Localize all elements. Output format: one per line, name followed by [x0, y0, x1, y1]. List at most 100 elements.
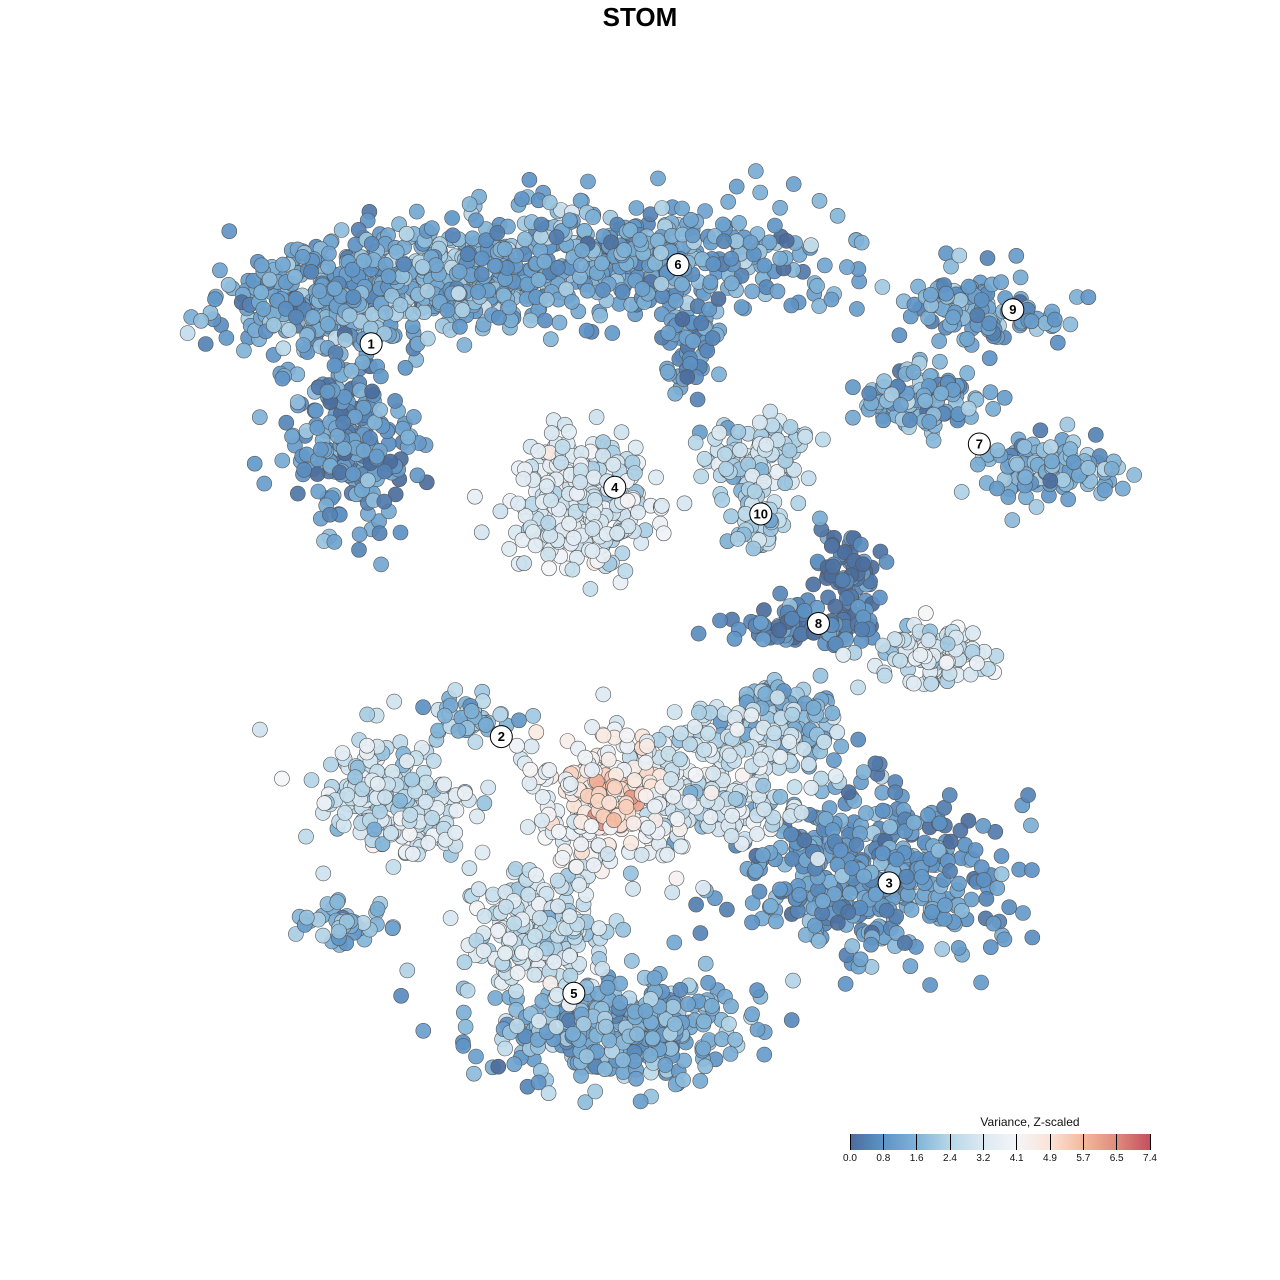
- point: [704, 330, 721, 347]
- point: [380, 268, 397, 285]
- point: [716, 233, 732, 249]
- point: [703, 784, 720, 801]
- point: [906, 296, 923, 313]
- point: [720, 194, 737, 210]
- point: [519, 819, 536, 835]
- point: [729, 721, 746, 738]
- point: [565, 530, 582, 546]
- point: [917, 393, 934, 409]
- point: [625, 880, 641, 897]
- point: [461, 196, 478, 212]
- point: [933, 385, 950, 402]
- point: [665, 999, 681, 1015]
- point: [599, 846, 616, 863]
- point: [345, 289, 362, 306]
- point: [975, 872, 992, 888]
- point: [425, 753, 442, 769]
- point: [298, 828, 314, 845]
- point: [521, 172, 538, 188]
- point: [848, 837, 865, 853]
- point: [561, 212, 578, 228]
- point: [487, 257, 503, 274]
- point: [727, 790, 744, 807]
- point: [540, 546, 557, 563]
- point: [501, 299, 518, 316]
- point: [551, 823, 567, 840]
- cluster-label-10: 10: [749, 502, 773, 526]
- point: [1042, 472, 1059, 489]
- point: [730, 423, 747, 440]
- point: [693, 315, 710, 331]
- point: [784, 610, 800, 627]
- point: [620, 518, 637, 535]
- point: [842, 885, 858, 902]
- point: [777, 475, 793, 492]
- point: [742, 234, 759, 251]
- point: [666, 704, 683, 720]
- point: [439, 302, 456, 319]
- point: [316, 795, 333, 812]
- point: [858, 805, 874, 821]
- legend-tick-label: 7.4: [1143, 1153, 1157, 1164]
- legend-tick-label: 1.6: [909, 1153, 924, 1164]
- point: [372, 402, 388, 418]
- point: [606, 812, 622, 829]
- point: [399, 753, 415, 770]
- point: [667, 385, 684, 402]
- point: [548, 229, 565, 245]
- point: [674, 311, 691, 328]
- point: [690, 625, 707, 642]
- point: [829, 724, 846, 741]
- point: [942, 863, 958, 879]
- point: [408, 203, 425, 220]
- point: [642, 1047, 659, 1063]
- point: [511, 712, 527, 729]
- point: [400, 429, 416, 446]
- point: [751, 414, 768, 431]
- point: [786, 779, 803, 796]
- point: [387, 393, 403, 409]
- cluster-label-text: 10: [754, 506, 768, 521]
- cluster-label-text: 5: [570, 986, 577, 1001]
- point: [561, 908, 578, 925]
- point: [404, 845, 421, 862]
- point: [455, 1038, 472, 1054]
- point: [303, 772, 320, 788]
- point: [932, 353, 948, 370]
- point: [464, 230, 481, 247]
- point: [326, 534, 343, 550]
- point: [960, 400, 977, 417]
- point: [455, 1004, 472, 1021]
- point: [322, 506, 338, 523]
- point: [674, 200, 690, 217]
- point: [811, 298, 828, 314]
- point: [1060, 491, 1076, 508]
- point: [850, 731, 867, 748]
- point: [459, 246, 476, 262]
- point: [906, 814, 922, 831]
- point: [289, 485, 306, 502]
- point: [978, 891, 995, 907]
- point: [442, 910, 459, 926]
- point: [712, 612, 728, 629]
- point: [534, 789, 551, 805]
- point: [772, 585, 789, 602]
- point: [758, 436, 775, 453]
- point: [580, 173, 596, 190]
- point: [723, 998, 739, 1015]
- point: [454, 302, 471, 318]
- point: [695, 880, 712, 896]
- point: [812, 667, 829, 684]
- cluster-label-text: 1: [368, 336, 375, 351]
- point: [628, 200, 645, 216]
- point: [902, 958, 919, 975]
- point: [501, 931, 518, 948]
- point: [315, 865, 332, 882]
- point: [498, 898, 514, 915]
- point: [784, 851, 801, 867]
- point: [663, 771, 679, 788]
- point: [747, 163, 764, 179]
- point: [424, 810, 440, 826]
- point: [882, 819, 898, 835]
- point: [528, 724, 545, 741]
